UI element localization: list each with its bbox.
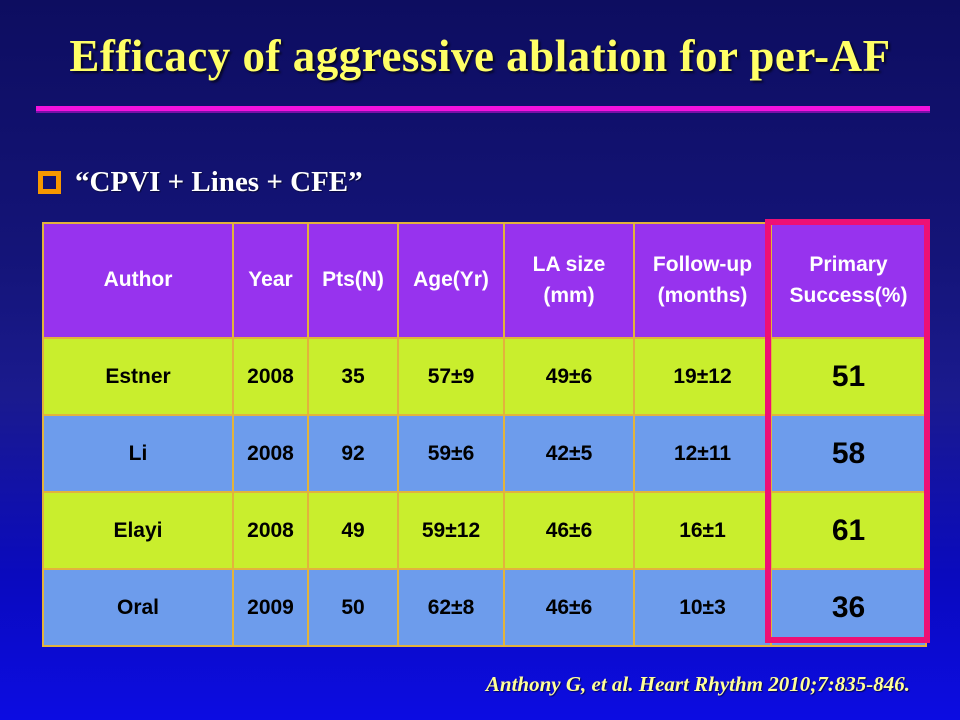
- citation: Anthony G, et al. Heart Rhythm 2010;7:83…: [485, 672, 910, 696]
- col-header-primary-success: Primary Success(%): [770, 222, 927, 339]
- cell-la-size: 42±5: [503, 414, 635, 493]
- table-header-row: Author Year Pts(N) Age(Yr) LA size (mm) …: [42, 222, 927, 339]
- cell-la-size: 46±6: [503, 568, 635, 647]
- cell-primary-success: 61: [770, 491, 927, 570]
- cell-pts: 35: [307, 337, 399, 416]
- cell-follow-up: 10±3: [633, 568, 772, 647]
- bullet-row: “CPVI + Lines + CFE”: [38, 166, 363, 198]
- col-header-pts: Pts(N): [307, 222, 399, 339]
- cell-age: 59±6: [397, 414, 505, 493]
- cell-primary-success: 58: [770, 414, 927, 493]
- bullet-text: “CPVI + Lines + CFE”: [75, 165, 363, 198]
- col-header-age: Age(Yr): [397, 222, 505, 339]
- cell-year: 2008: [232, 491, 309, 570]
- col-header-follow-up: Follow-up (months): [633, 222, 772, 339]
- cell-follow-up: 12±11: [633, 414, 772, 493]
- cell-follow-up: 16±1: [633, 491, 772, 570]
- cell-age: 59±12: [397, 491, 505, 570]
- cell-primary-success: 36: [770, 568, 927, 647]
- cell-year: 2009: [232, 568, 309, 647]
- cell-pts: 92: [307, 414, 399, 493]
- table-row-elayi: Elayi 2008 49 59±12 46±6 16±1 61: [42, 491, 927, 570]
- cell-author: Li: [42, 414, 234, 493]
- table-row-oral: Oral 2009 50 62±8 46±6 10±3 36: [42, 568, 927, 647]
- cell-author: Oral: [42, 568, 234, 647]
- bullet-square-icon: [38, 170, 61, 194]
- cell-primary-success: 51: [770, 337, 927, 416]
- cell-pts: 50: [307, 568, 399, 647]
- study-table: Author Year Pts(N) Age(Yr) LA size (mm) …: [42, 222, 927, 647]
- cell-year: 2008: [232, 414, 309, 493]
- study-table-wrap: Author Year Pts(N) Age(Yr) LA size (mm) …: [42, 219, 930, 647]
- cell-la-size: 49±6: [503, 337, 635, 416]
- table-row-estner: Estner 2008 35 57±9 49±6 19±12 51: [42, 337, 927, 416]
- col-header-la-size: LA size (mm): [503, 222, 635, 339]
- cell-pts: 49: [307, 491, 399, 570]
- cell-age: 57±9: [397, 337, 505, 416]
- cell-author: Elayi: [42, 491, 234, 570]
- table-row-li: Li 2008 92 59±6 42±5 12±11 58: [42, 414, 927, 493]
- col-header-author: Author: [42, 222, 234, 339]
- cell-la-size: 46±6: [503, 491, 635, 570]
- slide-title: Efficacy of aggressive ablation for per-…: [69, 31, 891, 81]
- cell-age: 62±8: [397, 568, 505, 647]
- cell-author: Estner: [42, 337, 234, 416]
- cell-follow-up: 19±12: [633, 337, 772, 416]
- title-underline: [36, 106, 930, 113]
- cell-year: 2008: [232, 337, 309, 416]
- col-header-year: Year: [232, 222, 309, 339]
